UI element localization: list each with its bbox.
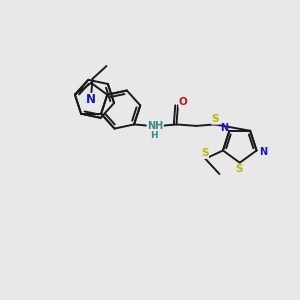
Text: N: N (259, 147, 267, 157)
Text: O: O (179, 97, 188, 107)
Text: H: H (150, 131, 158, 140)
Text: N: N (220, 123, 228, 134)
Text: NH: NH (147, 121, 164, 131)
Text: S: S (201, 148, 208, 158)
Text: S: S (212, 114, 219, 124)
Text: S: S (236, 164, 243, 174)
Text: N: N (86, 93, 96, 106)
